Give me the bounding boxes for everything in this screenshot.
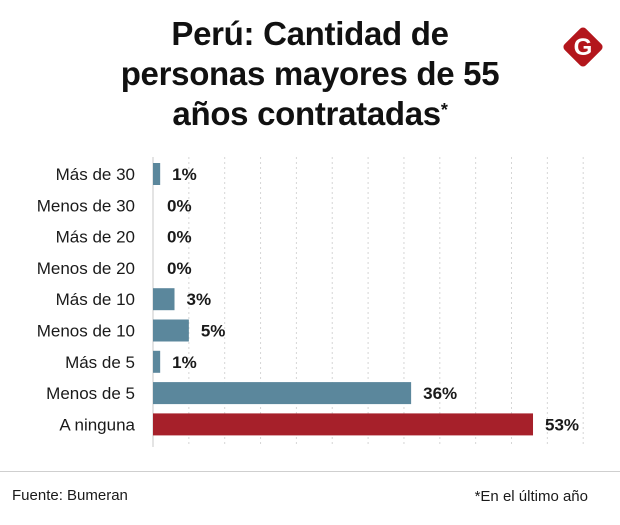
value-label: 5% <box>201 322 226 341</box>
value-label: 0% <box>167 259 192 278</box>
bar <box>153 350 161 373</box>
category-label: Más de 20 <box>56 228 135 247</box>
value-label: 0% <box>167 228 192 247</box>
category-label: A ninguna <box>59 415 135 434</box>
value-label: 36% <box>423 384 457 403</box>
footnote: *En el último año <box>474 488 588 505</box>
category-label: Más de 10 <box>56 290 135 309</box>
bar <box>153 413 534 436</box>
title-asterisk: * <box>440 100 448 120</box>
category-label: Más de 5 <box>65 353 135 372</box>
logo-letter: G <box>574 34 593 61</box>
chart-title: Perú: Cantidad de personas mayores de 55… <box>60 14 560 134</box>
bar <box>153 382 412 405</box>
category-label: Menos de 20 <box>37 259 135 278</box>
brand-logo-icon: G <box>563 27 603 67</box>
category-label: Más de 30 <box>56 165 135 184</box>
logo-diamond <box>563 27 603 67</box>
title-line-1: Perú: Cantidad de <box>171 15 449 52</box>
bar <box>153 319 189 342</box>
value-label: 0% <box>167 196 192 215</box>
value-label: 53% <box>545 415 579 434</box>
category-label: Menos de 10 <box>37 322 135 341</box>
value-label: 1% <box>172 353 197 372</box>
value-label: 3% <box>187 290 212 309</box>
title-line-3-text: años contratadas <box>172 95 441 132</box>
category-label: Menos de 30 <box>37 196 135 215</box>
title-line-2: personas mayores de 55 <box>120 55 500 92</box>
bar <box>153 163 161 185</box>
bar-chart: Más de 30 1% Menos de 30 0% Más de 20 0% Menos… <box>37 157 584 447</box>
footer-divider <box>0 471 620 472</box>
bar <box>153 288 175 311</box>
value-label: 1% <box>172 165 197 184</box>
category-label: Menos de 5 <box>46 384 135 403</box>
title-line-3: años contratadas* <box>60 94 560 134</box>
source-note: Fuente: Bumeran <box>12 487 128 504</box>
